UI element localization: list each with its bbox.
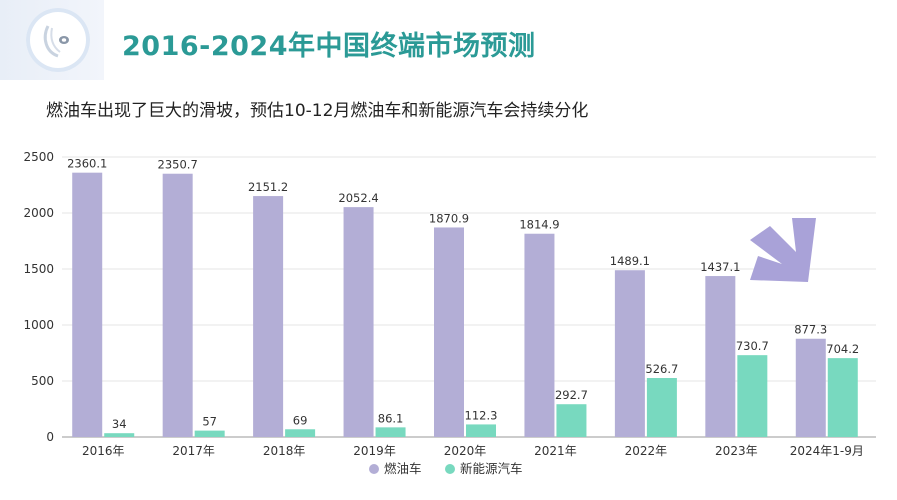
x-tick-label: 2020年	[444, 444, 487, 458]
page-subtitle: 燃油车出现了巨大的滑坡，预估10-12月燃油车和新能源汽车会持续分化	[46, 101, 589, 121]
nev-data-label: 57	[202, 415, 217, 429]
nev-bar	[466, 424, 496, 437]
nev-bar	[646, 378, 677, 437]
nev-data-label: 86.1	[378, 411, 404, 425]
y-tick-label: 1500	[23, 262, 54, 276]
nev-data-label: 112.3	[465, 408, 498, 422]
fuel-bar	[705, 276, 736, 437]
fuel-bar	[614, 270, 645, 437]
nev-data-label: 34	[112, 417, 127, 431]
nev-bar	[556, 404, 587, 437]
nev-data-label: 526.7	[645, 362, 678, 376]
fuel-data-label: 2151.2	[248, 180, 288, 194]
y-tick-label: 500	[31, 374, 54, 388]
nev-bar	[737, 355, 768, 437]
nev-bar	[827, 358, 858, 437]
fuel-data-label: 2360.1	[67, 157, 107, 171]
nev-data-label: 292.7	[555, 388, 588, 402]
x-tick-label: 2024年1-9月	[790, 444, 864, 458]
fuel-data-label: 1489.1	[610, 254, 650, 268]
fuel-bar	[795, 338, 826, 437]
fuel-data-label: 1437.1	[700, 260, 740, 274]
x-tick-label: 2017年	[172, 444, 215, 458]
y-tick-label: 2000	[23, 206, 54, 220]
fuel-bar	[162, 173, 193, 437]
legend-fuel-label: 燃油车	[384, 461, 422, 476]
fuel-data-label: 1870.9	[429, 211, 469, 225]
nev-data-label: 730.7	[736, 339, 769, 353]
logo-banner	[0, 0, 104, 80]
legend-fuel-marker	[369, 464, 379, 474]
x-tick-label: 2023年	[715, 444, 758, 458]
fuel-data-label: 2052.4	[338, 191, 378, 205]
fuel-data-label: 877.3	[794, 323, 827, 337]
nev-bar	[194, 430, 225, 437]
x-tick-label: 2022年	[625, 444, 668, 458]
legend-nev-label: 新能源汽车	[460, 461, 523, 476]
x-tick-label: 2016年	[82, 444, 125, 458]
fuel-bar	[72, 172, 103, 437]
fuel-bar	[434, 227, 464, 437]
nev-bar	[104, 433, 135, 437]
fuel-bar	[524, 233, 555, 437]
nev-bar	[285, 429, 316, 437]
fuel-data-label: 2350.7	[158, 158, 198, 172]
logo-mark-icon	[43, 25, 69, 58]
page-title: 2016-2024年中国终端市场预测	[122, 31, 536, 62]
fuel-bar	[343, 207, 374, 437]
logo	[26, 8, 90, 72]
y-tick-label: 0	[46, 430, 54, 444]
fuel-bar	[253, 196, 284, 437]
nev-data-label: 704.2	[826, 342, 859, 356]
y-tick-label: 1000	[23, 318, 54, 332]
nev-bar	[375, 427, 406, 437]
trend-arrow-icon	[750, 218, 816, 282]
legend-nev-marker	[445, 464, 455, 474]
x-tick-label: 2021年	[534, 444, 577, 458]
fuel-data-label: 1814.9	[519, 218, 559, 232]
nev-data-label: 69	[293, 413, 308, 427]
x-tick-label: 2018年	[263, 444, 306, 458]
x-tick-label: 2019年	[353, 444, 396, 458]
y-tick-label: 2500	[23, 150, 54, 164]
